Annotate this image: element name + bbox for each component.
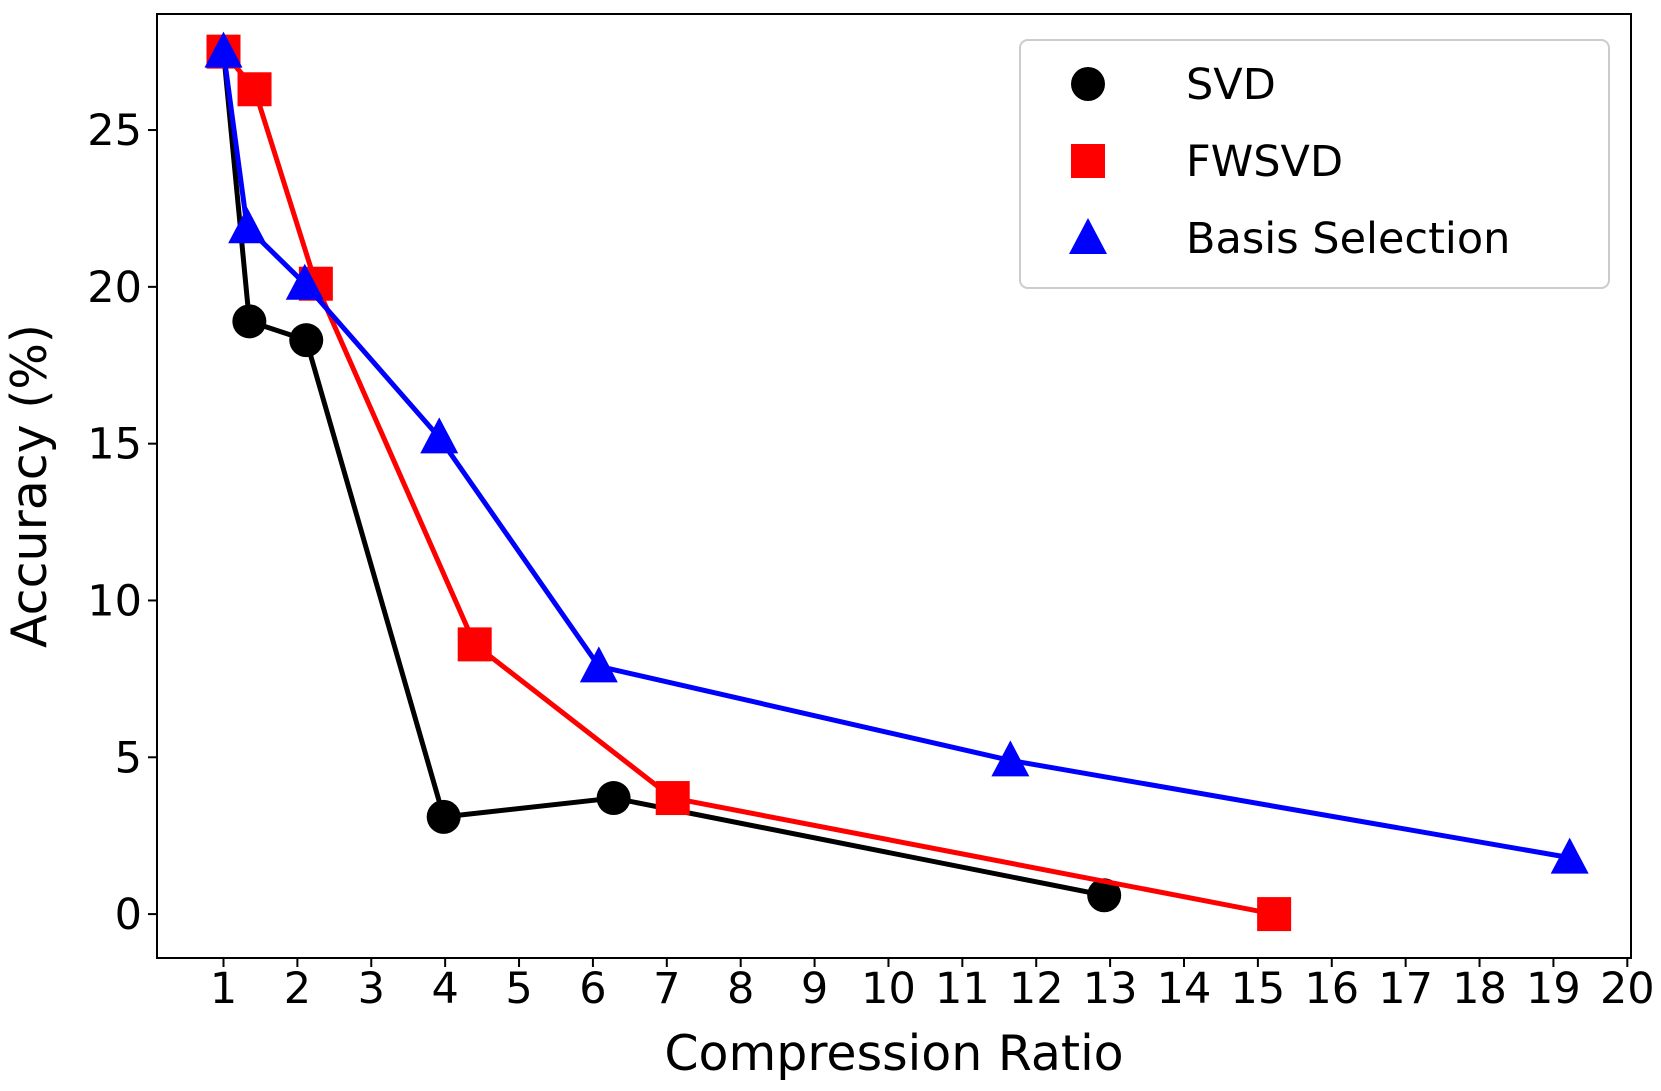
data-point-basis-selection xyxy=(204,31,243,68)
y-tick-label: 25 xyxy=(87,106,142,156)
x-tick-label: 17 xyxy=(1378,964,1433,1014)
x-tick-label: 1 xyxy=(210,964,237,1014)
x-tick-label: 11 xyxy=(935,964,990,1014)
y-tick-label: 0 xyxy=(115,890,142,940)
data-point-basis-selection xyxy=(285,263,324,300)
legend-box xyxy=(1019,39,1610,289)
x-tick-label: 6 xyxy=(579,964,606,1014)
legend-marker-fwsvd xyxy=(1071,144,1105,178)
x-tick-label: 7 xyxy=(653,964,680,1014)
x-axis-title: Compression Ratio xyxy=(664,1025,1123,1082)
legend-label-basis-selection: Basis Selection xyxy=(1186,214,1510,264)
data-point-basis-selection xyxy=(579,646,618,683)
data-point-svd xyxy=(1087,878,1122,913)
x-tick-label: 20 xyxy=(1600,964,1655,1014)
x-tick-label: 9 xyxy=(801,964,828,1014)
series-fwsvd xyxy=(206,34,1292,932)
data-point-basis-selection xyxy=(991,740,1030,777)
data-point-svd xyxy=(232,304,267,339)
data-point-basis-selection xyxy=(1550,837,1589,874)
legend-label-svd: SVD xyxy=(1186,60,1276,110)
y-tick-label: 5 xyxy=(115,733,142,783)
x-tick-label: 12 xyxy=(1009,964,1064,1014)
x-tick-label: 13 xyxy=(1083,964,1138,1014)
x-tick-label: 18 xyxy=(1452,964,1507,1014)
data-point-fwsvd xyxy=(457,627,492,662)
data-point-svd xyxy=(426,799,461,834)
data-point-fwsvd xyxy=(237,72,272,107)
x-tick-label: 19 xyxy=(1526,964,1581,1014)
y-tick-label: 20 xyxy=(87,263,142,313)
legend-marker-basis-selection xyxy=(1069,218,1107,254)
legend-label-fwsvd: FWSVD xyxy=(1186,137,1343,187)
legend: SVD FWSVD Basis Selection xyxy=(1019,39,1610,289)
legend-marker-shape-fwsvd xyxy=(1071,144,1105,178)
y-tick-label: 10 xyxy=(87,576,142,626)
x-tick-label: 10 xyxy=(861,964,916,1014)
y-axis-ticks: 0 5 10 15 20 25 xyxy=(87,106,157,940)
data-point-basis-selection xyxy=(228,207,267,244)
data-point-svd xyxy=(289,323,324,358)
x-tick-label: 15 xyxy=(1231,964,1286,1014)
x-tick-label: 5 xyxy=(505,964,532,1014)
x-tick-label: 3 xyxy=(358,964,385,1014)
series-layer xyxy=(204,31,1589,932)
legend-marker-shape-basis-selection xyxy=(1069,218,1107,254)
x-axis-ticks: 1 2 3 4 5 6 7 8 9 10 11 12 13 14 15 16 17 18 19 20 xyxy=(210,958,1655,1014)
plot-frame xyxy=(156,13,1632,959)
legend-marker-svd xyxy=(1071,67,1105,101)
data-point-fwsvd xyxy=(655,781,690,816)
x-tick-label: 14 xyxy=(1157,964,1212,1014)
data-point-svd xyxy=(596,781,631,816)
data-point-fwsvd xyxy=(1257,897,1292,932)
x-tick-label: 16 xyxy=(1304,964,1359,1014)
series-basis-selection xyxy=(204,31,1589,874)
y-tick-label: 15 xyxy=(87,420,142,470)
y-axis-title: Accuracy (%) xyxy=(1,324,58,648)
x-tick-label: 2 xyxy=(284,964,311,1014)
data-point-basis-selection xyxy=(420,417,459,454)
x-tick-label: 4 xyxy=(431,964,458,1014)
series-line-svd xyxy=(221,51,1105,898)
legend-marker-shape-svd xyxy=(1071,67,1105,101)
x-tick-label: 8 xyxy=(727,964,754,1014)
